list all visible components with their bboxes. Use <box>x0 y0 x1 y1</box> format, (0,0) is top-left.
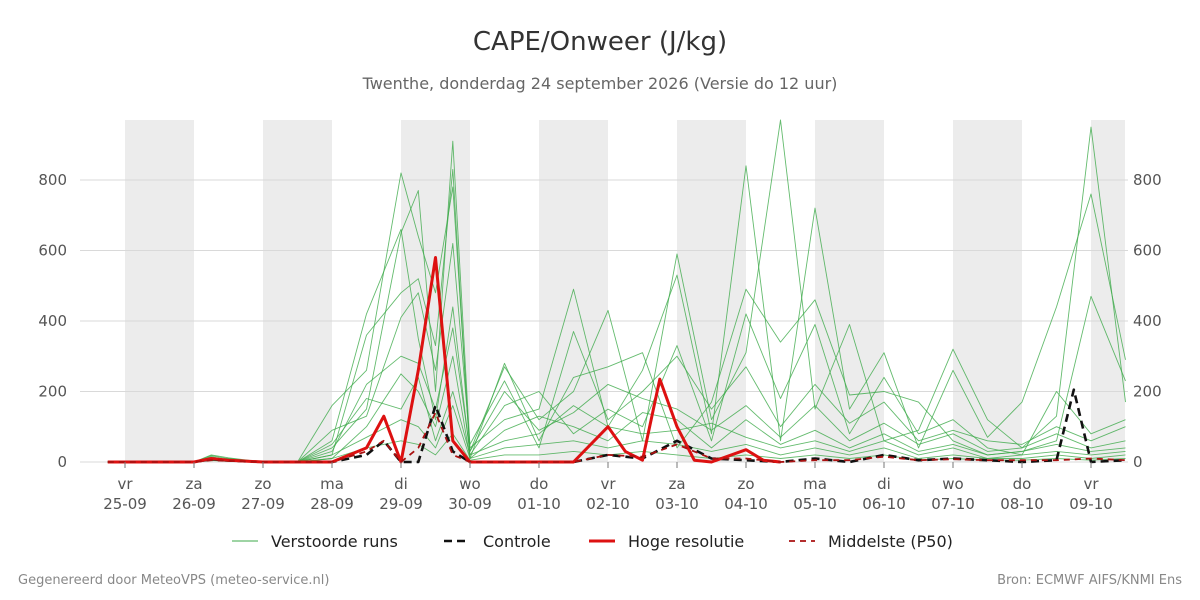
x-tick-day: do <box>1013 475 1032 493</box>
chart-title: CAPE/Onweer (J/kg) <box>473 27 727 57</box>
x-tick-date: 07-10 <box>931 495 975 513</box>
x-tick-date: 05-10 <box>793 495 837 513</box>
y-tick-label-right: 0 <box>1133 453 1143 471</box>
x-tick-day: za <box>185 475 202 493</box>
y-tick-label-right: 800 <box>1133 171 1162 189</box>
x-tick-date: 29-09 <box>379 495 423 513</box>
x-tick-day: vr <box>117 475 133 493</box>
shaded-day-band <box>815 120 884 462</box>
footer-credit: Gegenereerd door MeteoVPS (meteo-service… <box>18 573 330 588</box>
x-tick-day: zo <box>254 475 271 493</box>
x-tick-date: 26-09 <box>172 495 216 513</box>
x-tick-day: do <box>530 475 549 493</box>
x-tick-date: 01-10 <box>517 495 561 513</box>
legend-label: Controle <box>483 532 551 551</box>
chart-subtitle: Twenthe, donderdag 24 september 2026 (Ve… <box>362 74 838 93</box>
shaded-day-band <box>953 120 1022 462</box>
y-tick-label-left: 0 <box>57 453 67 471</box>
legend-label: Middelste (P50) <box>828 532 953 551</box>
y-tick-label-left: 400 <box>38 312 67 330</box>
x-tick-day: wo <box>942 475 963 493</box>
shaded-day-band <box>677 120 746 462</box>
x-tick-date: 03-10 <box>655 495 699 513</box>
shaded-day-band <box>1091 120 1125 462</box>
x-tick-date: 25-09 <box>103 495 147 513</box>
x-tick-day: za <box>668 475 685 493</box>
axes: 0 0 200 200 400 400 600 600 800 800 vr 25-09 za 26-09… <box>38 171 1161 513</box>
legend-label: Hoge resolutie <box>628 532 744 551</box>
x-tick-day: vr <box>600 475 616 493</box>
x-tick-date: 30-09 <box>448 495 492 513</box>
footer-source: Bron: ECMWF AIFS/KNMI Ens <box>997 573 1182 588</box>
x-tick-day: zo <box>737 475 754 493</box>
y-tick-label-right: 600 <box>1133 241 1162 259</box>
x-tick-date: 06-10 <box>862 495 906 513</box>
x-tick-day: ma <box>803 475 827 493</box>
x-tick-day: wo <box>459 475 480 493</box>
y-tick-label-right: 400 <box>1133 312 1162 330</box>
middelste-p50-line <box>107 411 1126 463</box>
x-tick-day: ma <box>320 475 344 493</box>
shaded-day-bands <box>125 120 1125 462</box>
x-tick-date: 27-09 <box>241 495 285 513</box>
x-tick-date: 04-10 <box>724 495 768 513</box>
x-tick-date: 02-10 <box>586 495 630 513</box>
x-tick-date: 09-10 <box>1069 495 1113 513</box>
x-tick-date: 28-09 <box>310 495 354 513</box>
shaded-day-band <box>263 120 332 462</box>
shaded-day-band <box>125 120 194 462</box>
hoge-resolutie-line <box>107 256 781 464</box>
y-tick-label-right: 200 <box>1133 382 1162 400</box>
series-lines <box>107 119 1126 464</box>
legend: Verstoorde runs Controle Hoge resolutie Mid… <box>232 532 953 551</box>
y-tick-label-left: 800 <box>38 171 67 189</box>
y-tick-label-left: 200 <box>38 382 67 400</box>
y-tick-label-left: 600 <box>38 241 67 259</box>
legend-label: Verstoorde runs <box>271 532 398 551</box>
x-tick-day: di <box>877 475 891 493</box>
x-tick-day: vr <box>1083 475 1099 493</box>
x-tick-date: 08-10 <box>1000 495 1044 513</box>
x-tick-day: di <box>394 475 408 493</box>
